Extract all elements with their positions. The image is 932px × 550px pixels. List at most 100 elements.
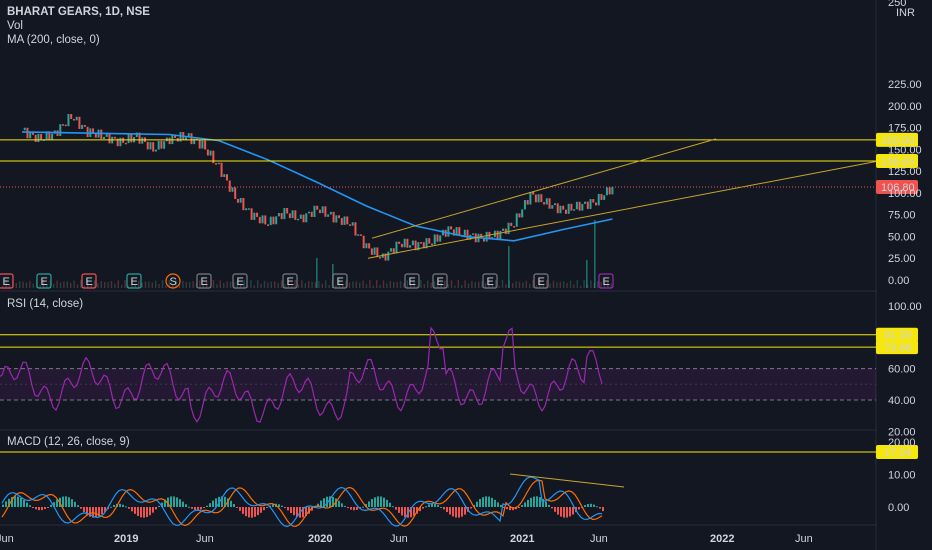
price-candle [608, 187, 611, 195]
price-candle [400, 243, 403, 248]
price-candle [236, 198, 239, 203]
macd-histogram-bar [485, 496, 487, 507]
volume-bar [427, 280, 429, 288]
macd-histogram-bar [332, 496, 334, 507]
price-candle [370, 248, 373, 255]
price-candle [417, 242, 420, 251]
price-candle [532, 191, 535, 195]
rsi-legend[interactable]: RSI (14, close) [7, 298, 84, 310]
macd-histogram-bar [68, 497, 70, 507]
price-candle [92, 128, 95, 134]
macd-histogram-bar [566, 507, 568, 518]
price-candle [318, 209, 321, 214]
volume-bar [127, 285, 130, 288]
price-candle [581, 203, 584, 211]
price-candle [398, 241, 401, 244]
macd-histogram-bar [254, 507, 256, 517]
price-candle [387, 251, 390, 261]
volume-bar [525, 280, 527, 288]
earnings-marker [0, 273, 14, 289]
volume-bar [216, 284, 218, 288]
volume-spike [316, 258, 318, 288]
time-axis-label: Jun [390, 533, 408, 545]
price-candle [346, 216, 349, 225]
volume-bar [600, 281, 602, 288]
split-marker [165, 273, 181, 289]
ma-legend[interactable]: MA (200, close, 0) [7, 34, 100, 46]
rsi-axis-label: 40.00 [888, 395, 916, 407]
price-candle [589, 199, 592, 209]
volume-bar [42, 280, 45, 288]
volume-bar [53, 283, 55, 288]
earnings-marker [36, 273, 52, 289]
price-candle [51, 133, 54, 140]
price-candle [526, 200, 529, 205]
earnings-marker [598, 273, 614, 289]
macd-histogram-bar [455, 507, 457, 518]
volume-bar [226, 281, 228, 288]
level-label: 136.65 [881, 156, 915, 168]
price-candle [204, 140, 207, 150]
volume-bar [185, 282, 187, 288]
price-candle [392, 248, 395, 254]
volume-bar [552, 280, 555, 288]
event-marker-label: E [41, 276, 48, 288]
price-candle [482, 238, 485, 242]
macd-histogram-bar [284, 507, 286, 508]
volume-bar [70, 282, 72, 288]
price-candle [431, 243, 433, 246]
price-candle [187, 133, 190, 138]
volume-bar [260, 283, 262, 288]
volume-bar [250, 280, 252, 288]
price-candle [59, 124, 62, 136]
volume-bar [542, 285, 544, 288]
macd-histogram-bar [83, 507, 85, 513]
macd-histogram-bar [545, 501, 547, 507]
volume-bar [396, 282, 398, 288]
volume-bar [505, 284, 507, 288]
volume-bar [590, 280, 592, 288]
price-candle [411, 240, 414, 246]
price-candle [261, 215, 264, 224]
price-candle [458, 227, 461, 236]
macd-histogram-bar [245, 507, 247, 517]
volume-bar [131, 280, 133, 288]
price-candle [518, 213, 521, 218]
macd-histogram-bar [143, 507, 145, 518]
macd-histogram-bar [326, 496, 328, 507]
macd-histogram-bar [251, 507, 253, 518]
macd-histogram-bar [152, 507, 154, 513]
macd-histogram-bar [398, 507, 400, 513]
price-candle [414, 240, 417, 251]
volume-bar [148, 281, 150, 288]
volume-legend[interactable]: Vol [7, 20, 23, 32]
price-candle [250, 208, 253, 220]
macd-histogram-bar [320, 500, 322, 507]
macd-histogram-bar [233, 503, 235, 507]
macd-histogram-bar [302, 507, 304, 518]
volume-bar [80, 280, 82, 288]
volume-bar [338, 280, 340, 288]
volume-bar [437, 281, 439, 288]
volume-bar [311, 281, 313, 288]
macd-histogram-bar [266, 507, 268, 508]
price-candle [321, 206, 324, 214]
volume-bar [348, 282, 351, 288]
price-candle [327, 214, 330, 217]
macd-histogram-bar [113, 504, 115, 507]
price-candle [119, 137, 122, 147]
volume-bar [124, 280, 126, 288]
volume-bar [287, 280, 289, 288]
macd-legend[interactable]: MACD (12, 26, close, 9) [7, 436, 130, 448]
time-axis-label: 2019 [114, 533, 138, 545]
macd-histogram-bar [20, 497, 22, 507]
price-candle [578, 201, 581, 211]
price-candle [548, 198, 551, 209]
time-axis-label: Jun [0, 533, 14, 545]
volume-bar [161, 280, 164, 288]
macd-histogram-bar [389, 502, 391, 507]
price-candle [152, 142, 155, 152]
volume-bar [284, 284, 286, 288]
price-candle [206, 149, 209, 156]
